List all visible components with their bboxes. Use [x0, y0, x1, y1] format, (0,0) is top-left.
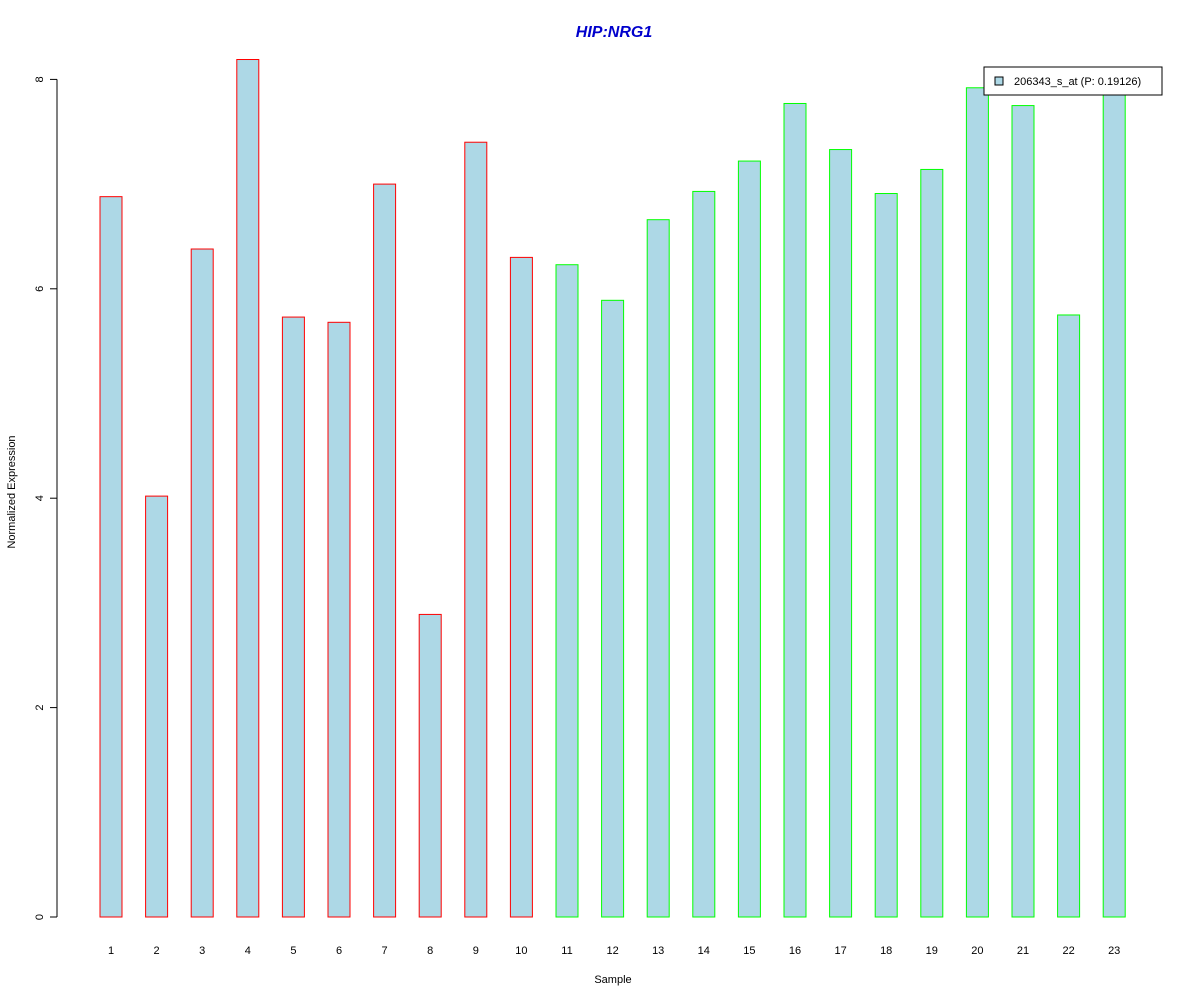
bar-sample-5 [281, 316, 305, 918]
bar-sample-15 [737, 160, 761, 918]
bar-sample-20 [965, 87, 989, 918]
bar-sample-4 [236, 59, 260, 918]
x-tick-label: 22 [1062, 945, 1074, 957]
bar-sample-3 [190, 248, 214, 918]
y-axis-label: Normalized Expression [6, 435, 18, 548]
bar-sample-17 [829, 149, 853, 918]
x-tick-label: 9 [473, 945, 479, 957]
bar-sample-18 [874, 193, 898, 918]
bar-sample-12 [601, 299, 625, 918]
x-tick-label: 19 [926, 945, 938, 957]
x-tick-label: 20 [971, 945, 983, 957]
x-tick-labels: 1 2 3 4 5 6 7 8 9 10 11 12 13 14 15 16 17 18 19 20 21 22 23 [108, 945, 1120, 957]
bar-sample-23 [1102, 89, 1126, 918]
bar-sample-11 [555, 264, 579, 918]
bar-sample-9 [464, 141, 488, 918]
legend-box [983, 66, 1163, 96]
x-tick-label: 13 [652, 945, 664, 957]
x-tick-label: 18 [880, 945, 892, 957]
x-axis-label: Sample [594, 974, 631, 986]
x-tick-label: 8 [427, 945, 433, 957]
x-tick-label: 15 [743, 945, 755, 957]
y-tick-label: 6 [34, 286, 46, 292]
legend-label: 206343_s_at (P: 0.19126) [1014, 76, 1141, 88]
y-tick-label: 8 [34, 76, 46, 82]
y-tick-label: 0 [34, 914, 46, 920]
y-tick-label: 2 [34, 705, 46, 711]
x-tick-label: 4 [245, 945, 251, 957]
bar-sample-10 [509, 256, 533, 918]
bar-sample-14 [692, 190, 716, 918]
x-tick-label: 10 [515, 945, 527, 957]
bar-sample-16 [783, 102, 807, 918]
legend: 206343_s_at (P: 0.19126) [983, 66, 1163, 96]
y-tick-label: 4 [34, 495, 46, 501]
bar-sample-6 [327, 321, 351, 918]
x-tick-label: 12 [606, 945, 618, 957]
x-tick-label: 2 [154, 945, 160, 957]
bar-sample-2 [145, 495, 169, 918]
x-tick-label: 21 [1017, 945, 1029, 957]
x-tick-label: 14 [698, 945, 710, 957]
bars [99, 59, 1126, 918]
x-tick-label: 3 [199, 945, 205, 957]
bar-sample-21 [1011, 105, 1035, 918]
x-tick-label: 7 [382, 945, 388, 957]
x-tick-label: 6 [336, 945, 342, 957]
x-tick-label: 11 [561, 945, 572, 957]
bar-sample-13 [646, 219, 670, 918]
x-tick-label: 5 [290, 945, 296, 957]
chart-title: HIP:NRG1 [576, 24, 653, 41]
bar-sample-7 [373, 183, 397, 918]
x-tick-label: 1 [108, 945, 114, 957]
x-tick-label: 17 [834, 945, 846, 957]
bar-sample-19 [920, 168, 944, 918]
legend-swatch [994, 76, 1004, 86]
bar-sample-1 [99, 196, 123, 918]
bar-sample-8 [418, 613, 442, 918]
y-axis: 0 2 4 6 8 [34, 76, 58, 920]
bar-sample-22 [1057, 314, 1081, 918]
x-tick-label: 23 [1108, 945, 1120, 957]
x-tick-label: 16 [789, 945, 801, 957]
